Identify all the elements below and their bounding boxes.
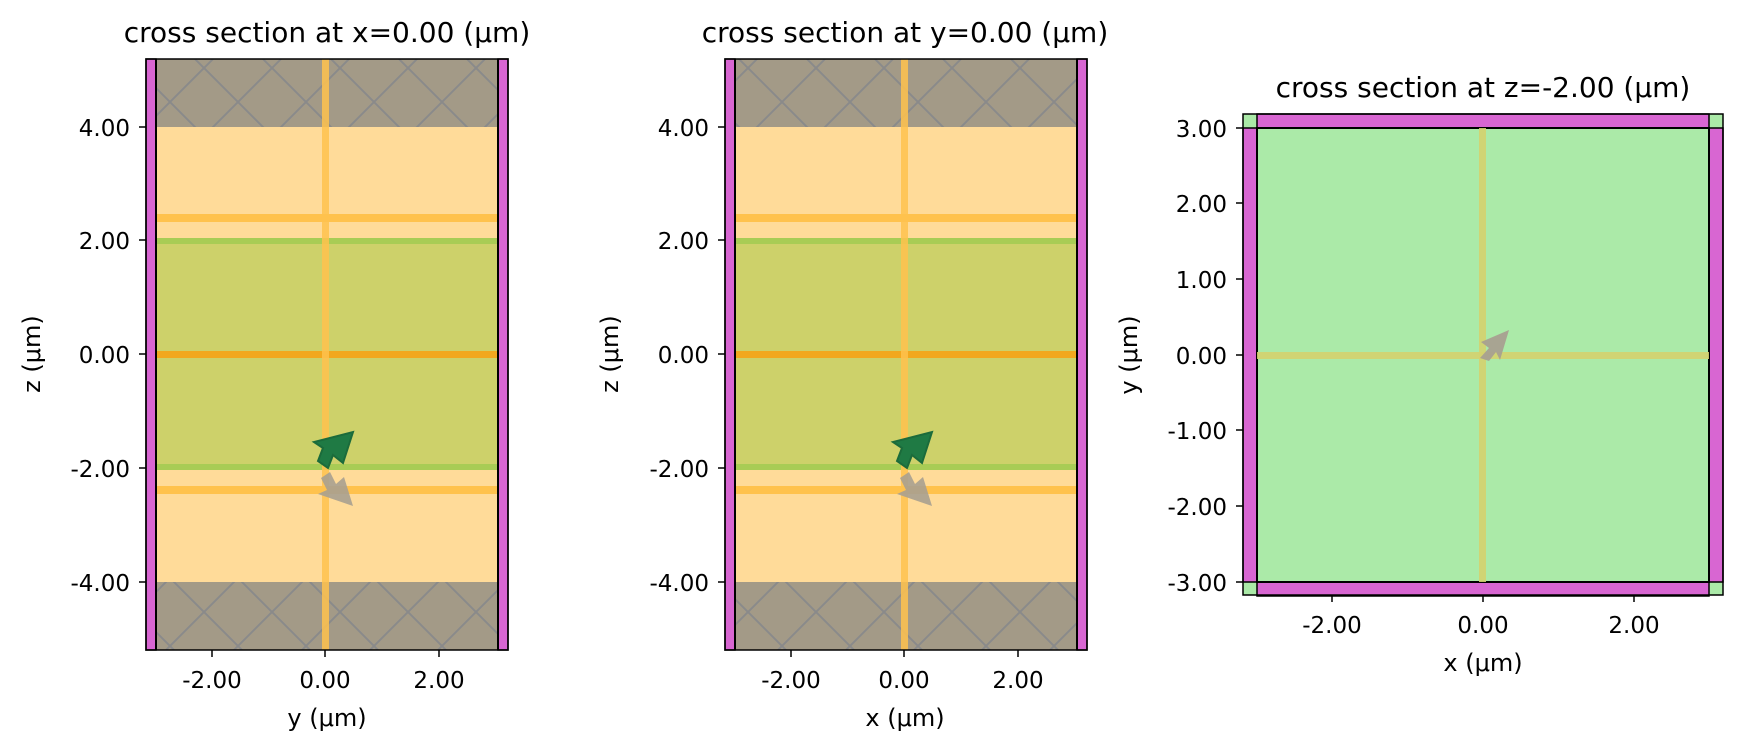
ytick-label: -2.00: [1167, 495, 1227, 521]
pml-bottom: [1256, 581, 1710, 597]
pml-right: [1076, 58, 1088, 651]
ytick-label: -4.00: [649, 571, 709, 597]
source-vertical-line: [901, 59, 908, 650]
ytick-label: -3.00: [1167, 571, 1227, 597]
ytick-label: 4.00: [658, 116, 709, 142]
x-axis-label: y (μm): [287, 704, 366, 732]
ytick-label: 2.00: [1176, 192, 1227, 218]
ytick-label: -2.00: [649, 457, 709, 483]
gray-arrow-icon: [897, 472, 932, 506]
xtick-label: 0.00: [299, 668, 350, 694]
pml-left: [145, 58, 157, 651]
ytick-label: 4.00: [79, 116, 130, 142]
ytick-label: 1.00: [1176, 268, 1227, 294]
pml-top: [1256, 113, 1710, 129]
source-vertical-line: [322, 59, 329, 650]
pml-left: [724, 58, 736, 651]
ytick-label: -4.00: [70, 571, 130, 597]
xtick-label: 2.00: [1608, 613, 1659, 639]
xtick-label: -2.00: [1302, 613, 1362, 639]
green-arrow-icon: [890, 430, 934, 470]
xtick-label: -2.00: [182, 668, 242, 694]
ytick-label: 3.00: [1176, 117, 1227, 143]
ytick-label: 2.00: [79, 229, 130, 255]
xtick-label: -2.00: [761, 668, 821, 694]
pml-right: [497, 58, 509, 651]
xtick-label: 0.00: [1457, 613, 1508, 639]
xtick-label: 2.00: [413, 668, 464, 694]
ytick-label: 0.00: [79, 343, 130, 369]
pml-left: [1242, 127, 1258, 583]
green-arrow-icon: [311, 430, 355, 470]
ytick-label: 2.00: [658, 229, 709, 255]
xtick-label: 2.00: [992, 668, 1043, 694]
panel-title: cross section at z=-2.00 (μm): [1276, 71, 1691, 104]
panel-zcut: 3.00 2.00 1.00 0.00 -1.00 -2.00 -3.00 -2…: [1115, 71, 1724, 677]
panel-ycut: 4.00 2.00 0.00 -2.00 -4.00 -2.00 0.00 2.…: [596, 16, 1108, 732]
y-axis-label: z (μm): [596, 315, 624, 393]
ytick-label: 0.00: [1176, 344, 1227, 370]
xtick-label: 0.00: [878, 668, 929, 694]
x-axis-label: x (μm): [865, 704, 944, 732]
ytick-label: -2.00: [70, 457, 130, 483]
gray-arrow-icon: [1480, 330, 1509, 361]
panel-title: cross section at x=0.00 (μm): [124, 16, 531, 49]
y-axis-label: z (μm): [18, 315, 46, 393]
ytick-label: -1.00: [1167, 419, 1227, 445]
ytick-label: 0.00: [658, 343, 709, 369]
source-vertical-line: [1479, 128, 1486, 582]
gray-arrow-icon: [318, 472, 353, 506]
pml-right: [1708, 127, 1724, 583]
y-axis-label: y (μm): [1115, 315, 1143, 394]
panel-xcut: 4.00 2.00 0.00 -2.00 -4.00 -2.00 0.00 2.…: [18, 16, 530, 732]
x-axis-label: x (μm): [1443, 649, 1522, 677]
panel-title: cross section at y=0.00 (μm): [702, 16, 1109, 49]
